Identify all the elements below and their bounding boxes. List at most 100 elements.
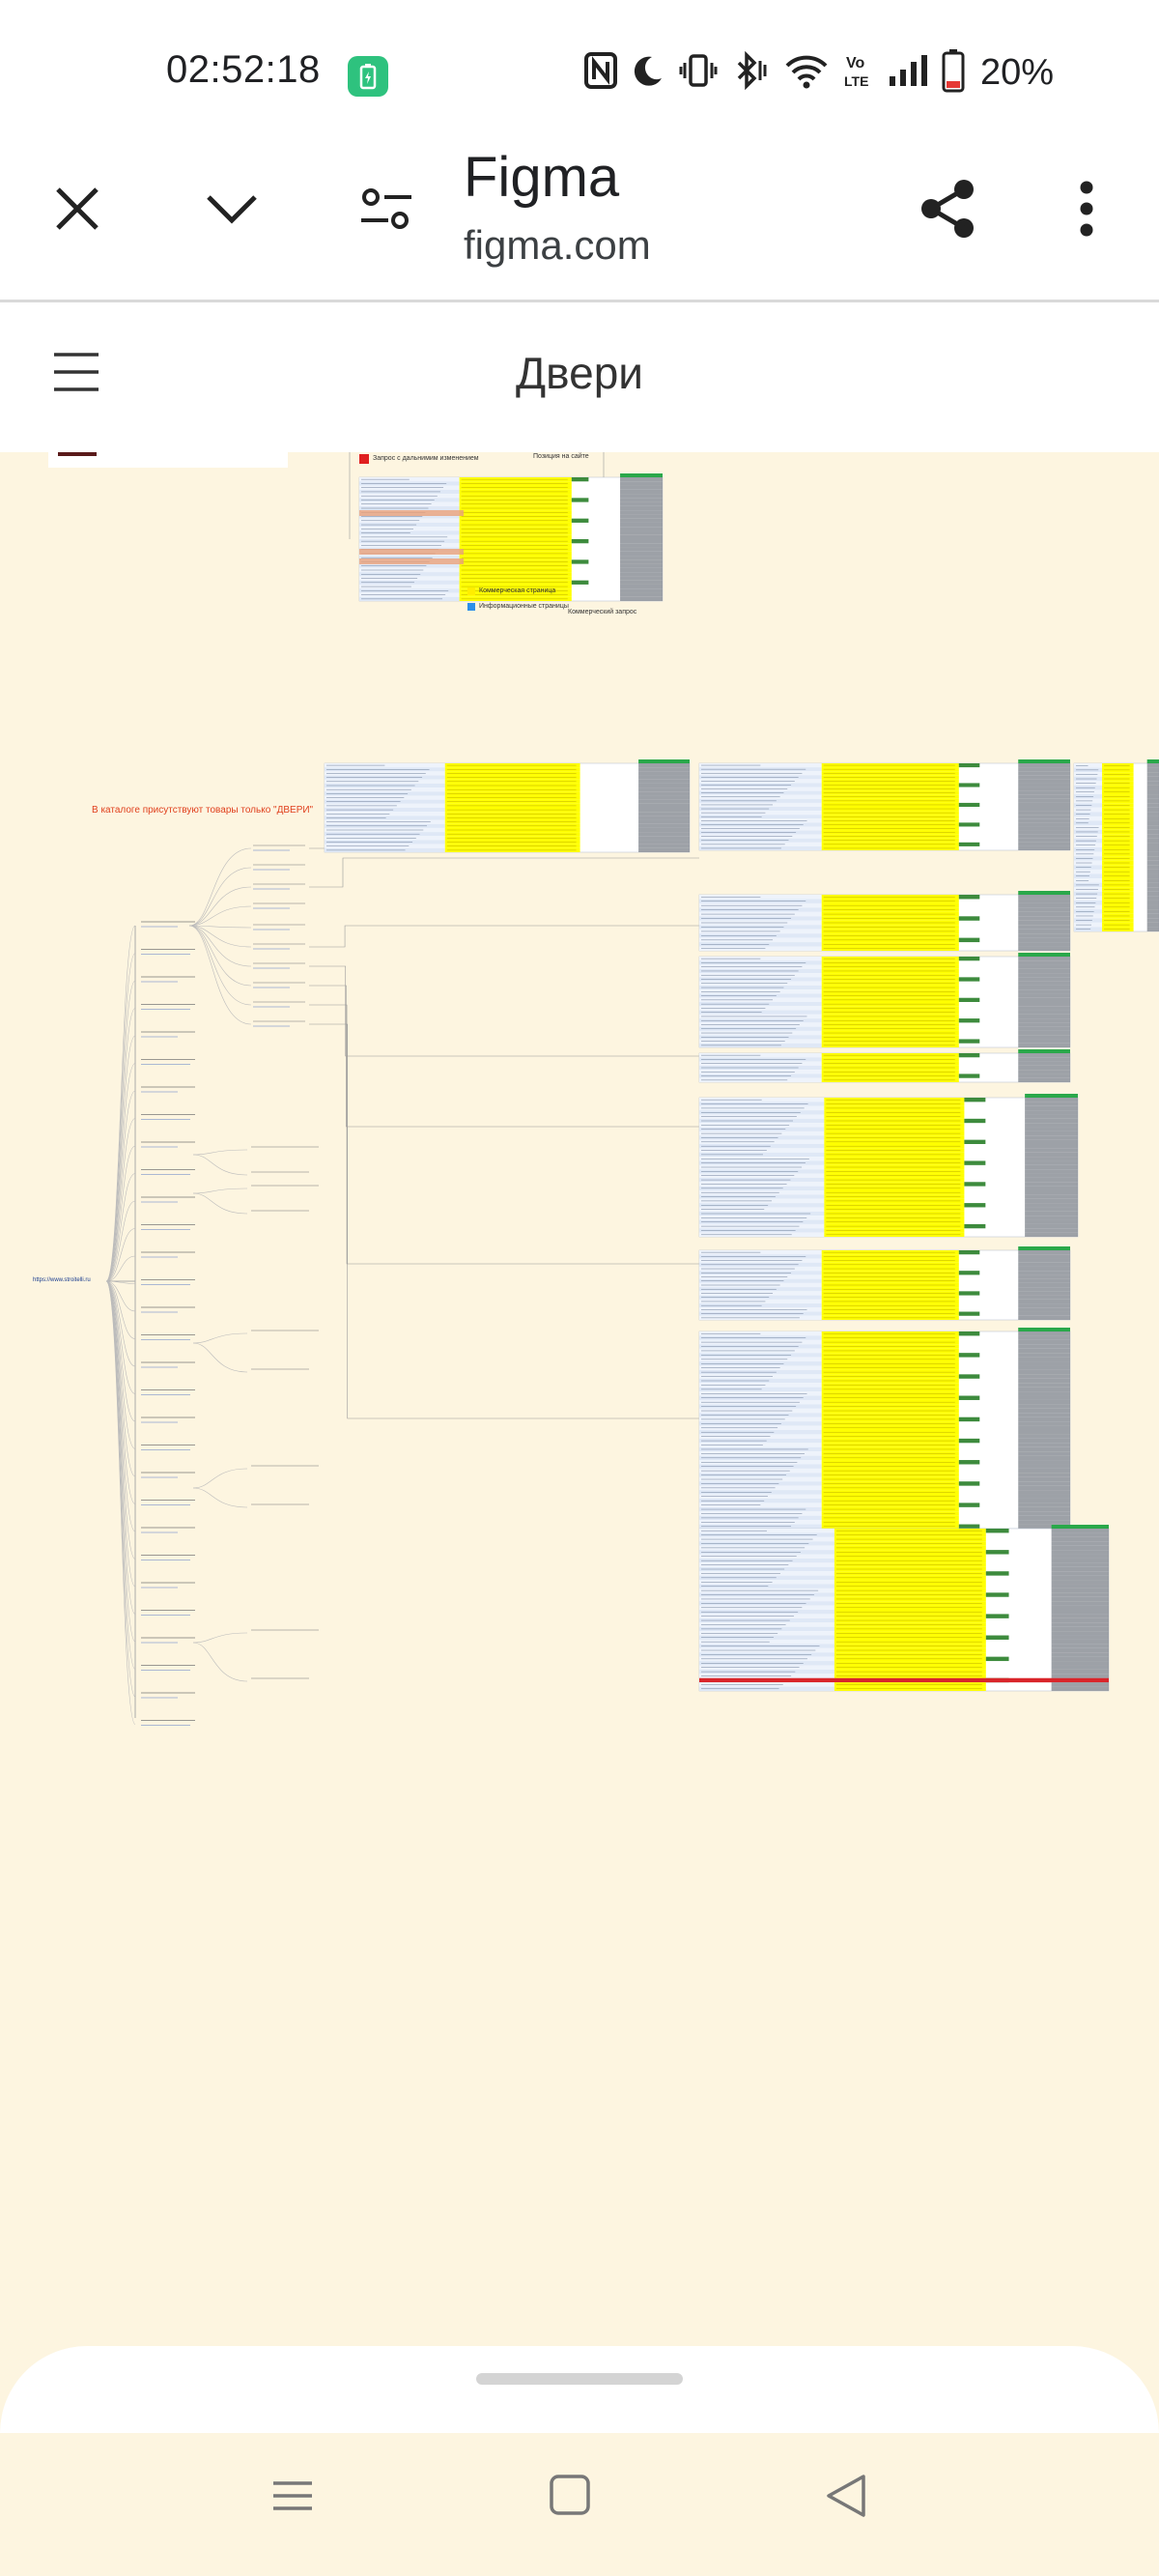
- branch-line: [105, 1280, 136, 1615]
- keyword-table: [698, 891, 1071, 952]
- fan-branch: [188, 886, 252, 927]
- legend-top-text: Запрос с дальнимим изменением: [373, 455, 479, 462]
- keyword-table: [698, 1328, 1071, 1530]
- keyword-table: [324, 759, 691, 853]
- menu-button[interactable]: [52, 351, 100, 398]
- status-time: 02:52:18: [166, 48, 321, 91]
- keyword-table: [698, 1525, 1110, 1692]
- share-button[interactable]: [912, 174, 985, 247]
- branch-line: [105, 1173, 136, 1282]
- branch-line: [105, 1228, 136, 1282]
- fan-branch: [188, 925, 252, 929]
- sub-branch: [192, 1332, 248, 1344]
- keyword-table: [698, 1094, 1079, 1238]
- nfc-icon: [584, 51, 617, 94]
- table-connector: [309, 985, 699, 1128]
- highlight-row: [359, 549, 464, 555]
- recents-icon: [269, 2481, 317, 2524]
- table-connector: [309, 1023, 699, 1419]
- table-connector: [309, 925, 699, 948]
- charging-icon: [348, 56, 388, 97]
- sub-branch: [192, 1149, 248, 1156]
- legend-yellow-swatch: [467, 587, 475, 595]
- site-settings-button[interactable]: [352, 176, 421, 245]
- canvas-note: В каталоге присутствуют товары только "Д…: [92, 805, 314, 816]
- sub-branch: [192, 1487, 248, 1508]
- fan-branch: [188, 867, 252, 927]
- keyword-table: [358, 473, 664, 602]
- back-button[interactable]: [823, 2472, 871, 2525]
- signal-icon: [888, 53, 928, 93]
- keyword-table: [698, 1049, 1071, 1083]
- moon-icon: [631, 53, 665, 93]
- branch-line: [105, 1280, 136, 1698]
- branch-line: [105, 1280, 136, 1477]
- table-connector: [309, 1004, 699, 1265]
- table-connector: [309, 857, 699, 888]
- sub-branch: [192, 1188, 248, 1194]
- highlight-row: [359, 558, 464, 564]
- branch-line: [105, 1200, 136, 1282]
- figma-page-title: Двери: [516, 348, 643, 398]
- frame-card: [48, 452, 288, 468]
- branch-line: [105, 1035, 136, 1282]
- table-connector: [309, 965, 699, 1057]
- branch-line: [105, 953, 136, 1282]
- legend-position-text: Позиция на сайте: [533, 453, 589, 460]
- home-icon: [547, 2475, 595, 2524]
- close-icon: [52, 184, 102, 239]
- minimize-button[interactable]: [197, 176, 267, 245]
- keyword-table: [698, 759, 1071, 851]
- sheet-drag-handle[interactable]: [476, 2373, 683, 2385]
- branch-line: [105, 1280, 136, 1725]
- svg-text:LTE: LTE: [844, 73, 868, 89]
- legend-red-swatch: [359, 454, 369, 464]
- branch-line: [105, 1118, 136, 1282]
- page-title: Figma: [464, 146, 620, 209]
- fan-branch: [188, 925, 252, 987]
- back-icon: [823, 2475, 871, 2524]
- vibrate-icon: [679, 53, 718, 93]
- more-options-button[interactable]: [1053, 174, 1120, 247]
- canvas-drawing: [105, 452, 1159, 1726]
- wifi-icon: [783, 52, 830, 94]
- page-url[interactable]: figma.com: [464, 222, 651, 268]
- home-button[interactable]: [547, 2472, 595, 2525]
- close-button[interactable]: [42, 176, 112, 245]
- sub-branch: [192, 1154, 248, 1176]
- branch-line: [105, 1255, 136, 1282]
- more-vert-icon: [1079, 180, 1094, 243]
- battery-percent: 20%: [980, 51, 1055, 93]
- fan-branch: [188, 925, 252, 967]
- highlight-row: [359, 510, 464, 516]
- branch-line: [105, 1008, 136, 1282]
- branch-line: [105, 1280, 136, 1588]
- branch-line: [105, 1280, 136, 1339]
- bottom-sheet[interactable]: [0, 2346, 1159, 2433]
- recents-button[interactable]: [269, 2472, 317, 2525]
- sub-branch: [192, 1468, 248, 1489]
- branch-line: [105, 1145, 136, 1282]
- branch-line: [105, 1280, 136, 1449]
- share-icon: [918, 178, 979, 244]
- fan-branch: [188, 925, 252, 948]
- fan-branch: [188, 847, 252, 927]
- figma-canvas[interactable]: Запрос с дальнимим изменением Позиция на…: [0, 452, 1159, 2346]
- sub-branch: [192, 1192, 248, 1215]
- legend-commercial-text: Коммерческая страница: [479, 587, 556, 594]
- branch-line: [105, 1280, 136, 1284]
- legend-commercial-request-text: Коммерческий запрос: [568, 609, 637, 615]
- root-node-label: https://www.stroitelli.ru: [33, 1277, 91, 1283]
- legend-blue-swatch: [467, 603, 475, 611]
- battery-icon: [942, 48, 965, 98]
- keyword-table: [1073, 759, 1159, 932]
- hamburger-icon: [52, 353, 100, 397]
- chevron-down-icon: [205, 191, 259, 231]
- volte-icon: Vo LTE: [843, 51, 874, 95]
- branch-line: [105, 1280, 136, 1422]
- fan-branch: [188, 925, 252, 1006]
- branch-line: [105, 980, 136, 1282]
- tune-icon: [359, 186, 413, 237]
- status-bar: 02:52:18 Vo LTE 20%: [0, 0, 1159, 145]
- keyword-table: [698, 1246, 1071, 1321]
